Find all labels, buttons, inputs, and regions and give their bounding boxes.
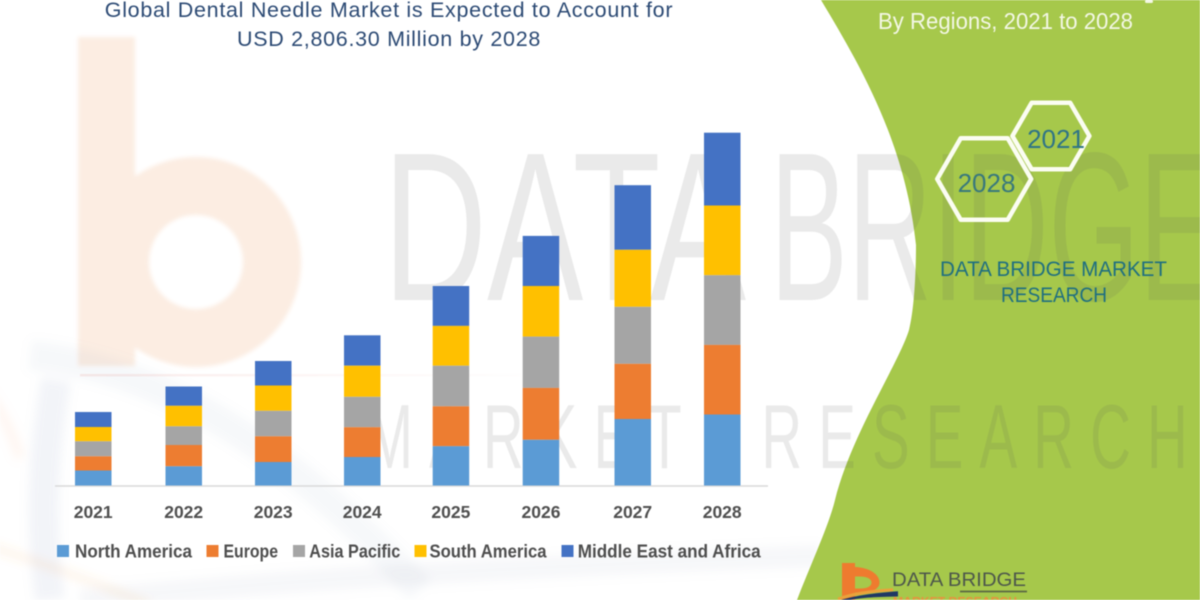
svg-text:RESEARCH: RESEARCH [1001, 284, 1107, 307]
svg-text:2028: 2028 [703, 502, 742, 522]
svg-text:South America: South America [430, 542, 548, 562]
svg-text:Europe: Europe [224, 542, 279, 562]
svg-text:MARKET RESEARCH: MARKET RESEARCH [366, 386, 1200, 488]
svg-text:North America: North America [75, 542, 193, 562]
svg-text:MARKET RESEARCH: MARKET RESEARCH [893, 597, 1017, 600]
svg-text:2021: 2021 [1027, 124, 1085, 154]
svg-text:2027: 2027 [613, 502, 652, 522]
svg-text:Middle East and Africa: Middle East and Africa [578, 542, 762, 562]
svg-text:DATA BRIDGE: DATA BRIDGE [892, 570, 1026, 591]
svg-text:2028: 2028 [958, 168, 1016, 198]
svg-text:2026: 2026 [522, 502, 561, 522]
svg-text:2025: 2025 [431, 502, 470, 522]
svg-text:2021: 2021 [74, 502, 113, 522]
svg-text:BRIDGE: BRIDGE [770, 109, 1200, 346]
svg-text:Asia Pacific: Asia Pacific [309, 542, 400, 562]
svg-text:2024: 2024 [343, 502, 382, 522]
svg-text:2023: 2023 [254, 502, 293, 522]
svg-text:By Regions, 2021 to 2028: By Regions, 2021 to 2028 [878, 8, 1133, 34]
svg-text:DATA BRIDGE MARKET: DATA BRIDGE MARKET [940, 258, 1167, 281]
svg-text:Global Dental Needle Market is: Global Dental Needle Market is Expected … [105, 0, 673, 22]
svg-text:USD 2,806.30 Million by 2028: USD 2,806.30 Million by 2028 [237, 27, 541, 51]
svg-text:2022: 2022 [164, 502, 203, 522]
